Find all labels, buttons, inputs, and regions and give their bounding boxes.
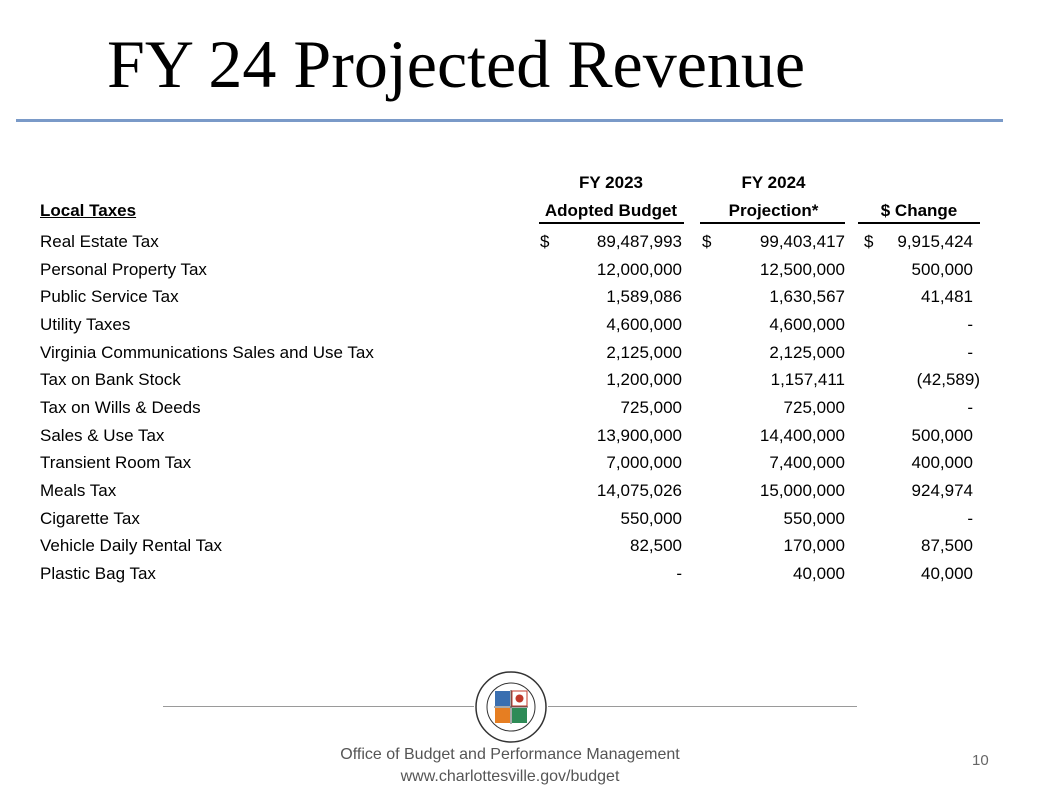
col-fy2024-header: Projection* xyxy=(728,201,819,220)
row-label: Vehicle Daily Rental Tax xyxy=(40,536,223,555)
fy2024-value: 15,000,000 xyxy=(759,481,845,500)
fy2023-value: 12,000,000 xyxy=(596,260,682,279)
col-change-header: $ Change xyxy=(880,201,958,220)
title-divider xyxy=(16,119,1003,122)
fy2024-value: 1,630,567 xyxy=(769,287,845,306)
table-row: Utility Taxes 4,600,000 4,600,000 - xyxy=(0,314,1048,342)
fy2024-value: 40,000 xyxy=(793,564,845,583)
row-label: Cigarette Tax xyxy=(40,509,140,528)
fy2023-value: 13,900,000 xyxy=(596,426,682,445)
col-fy2023-header: Adopted Budget xyxy=(544,201,678,220)
row-label: Real Estate Tax xyxy=(40,232,159,251)
fy2023-value: 14,075,026 xyxy=(596,481,682,500)
fy2023-value: - xyxy=(676,564,682,583)
fy2024-value: 99,403,417 xyxy=(759,232,845,251)
change-value: - xyxy=(967,315,973,334)
row-label: Tax on Bank Stock xyxy=(40,370,181,389)
fy2024-value: 14,400,000 xyxy=(759,426,845,445)
change-value: 400,000 xyxy=(911,453,973,472)
table-row: Plastic Bag Tax - 40,000 40,000 xyxy=(0,563,1048,591)
change-value: 924,974 xyxy=(911,481,973,500)
currency-sign: $ xyxy=(540,232,550,251)
table-row: Personal Property Tax 12,000,000 12,500,… xyxy=(0,259,1048,287)
change-value: 87,500 xyxy=(921,536,973,555)
office-url[interactable]: www.charlottesville.gov/budget xyxy=(400,768,620,785)
section-label-local-taxes: Local Taxes xyxy=(40,201,137,220)
change-value: 500,000 xyxy=(911,426,973,445)
footer-rule-right xyxy=(548,706,857,707)
table-row: Meals Tax 14,075,026 15,000,000 924,974 xyxy=(0,480,1048,508)
fy2023-value: 550,000 xyxy=(620,509,682,528)
fy2024-value: 12,500,000 xyxy=(759,260,845,279)
col-fy2024-underline xyxy=(700,222,845,224)
table-row: Transient Room Tax 7,000,000 7,400,000 4… xyxy=(0,452,1048,480)
row-label: Virginia Communications Sales and Use Ta… xyxy=(40,343,374,362)
row-label: Personal Property Tax xyxy=(40,260,207,279)
change-value: 41,481 xyxy=(921,287,973,306)
fy2023-value: 7,000,000 xyxy=(606,453,682,472)
fy2024-value: 550,000 xyxy=(783,509,845,528)
fy2023-value: 82,500 xyxy=(630,536,682,555)
change-value: - xyxy=(967,398,973,417)
fy2023-value: 1,589,086 xyxy=(606,287,682,306)
row-label: Utility Taxes xyxy=(40,315,131,334)
change-value: (42,589) xyxy=(916,370,980,389)
fy2023-value: 725,000 xyxy=(620,398,682,417)
office-name: Office of Budget and Performance Managem… xyxy=(340,746,680,763)
currency-sign: $ xyxy=(702,232,712,251)
slide-title: FY 24 Projected Revenue xyxy=(107,26,806,102)
col-fy2023-underline xyxy=(539,222,684,224)
col-fy2024-year: FY 2024 xyxy=(741,173,806,192)
fy2024-value: 170,000 xyxy=(783,536,845,555)
currency-sign: $ xyxy=(864,232,874,251)
table-row: Virginia Communications Sales and Use Ta… xyxy=(0,342,1048,370)
row-label: Plastic Bag Tax xyxy=(40,564,156,583)
change-value: 500,000 xyxy=(911,260,973,279)
table-row: Cigarette Tax 550,000 550,000 - xyxy=(0,508,1048,536)
row-label: Public Service Tax xyxy=(40,287,179,306)
table-row: Tax on Bank Stock 1,200,000 1,157,411 (4… xyxy=(0,369,1048,397)
city-seal-logo xyxy=(475,671,547,743)
col-change-underline xyxy=(858,222,980,224)
row-label: Sales & Use Tax xyxy=(40,426,165,445)
fy2024-value: 2,125,000 xyxy=(769,343,845,362)
page-number: 10 xyxy=(972,752,989,769)
table-row: Public Service Tax 1,589,086 1,630,567 4… xyxy=(0,286,1048,314)
fy2024-value: 1,157,411 xyxy=(770,370,845,389)
change-value: - xyxy=(967,509,973,528)
change-value: 9,915,424 xyxy=(897,232,973,251)
table-row: Tax on Wills & Deeds 725,000 725,000 - xyxy=(0,397,1048,425)
fy2024-value: 7,400,000 xyxy=(769,453,845,472)
row-label: Transient Room Tax xyxy=(40,453,192,472)
fy2024-value: 4,600,000 xyxy=(769,315,845,334)
table-row: Real Estate Tax $ 89,487,993 $ 99,403,41… xyxy=(0,231,1048,259)
row-label: Meals Tax xyxy=(40,481,117,500)
row-label: Tax on Wills & Deeds xyxy=(40,398,201,417)
col-fy2023-year: FY 2023 xyxy=(579,173,643,192)
footer-rule-left xyxy=(163,706,474,707)
fy2024-value: 725,000 xyxy=(783,398,845,417)
fy2023-value: 89,487,993 xyxy=(596,232,682,251)
table-row: Vehicle Daily Rental Tax 82,500 170,000 … xyxy=(0,535,1048,563)
change-value: 40,000 xyxy=(921,564,973,583)
table-row: Sales & Use Tax 13,900,000 14,400,000 50… xyxy=(0,425,1048,453)
fy2023-value: 1,200,000 xyxy=(606,370,682,389)
change-value: - xyxy=(967,343,973,362)
fy2023-value: 4,600,000 xyxy=(606,315,682,334)
fy2023-value: 2,125,000 xyxy=(606,343,682,362)
